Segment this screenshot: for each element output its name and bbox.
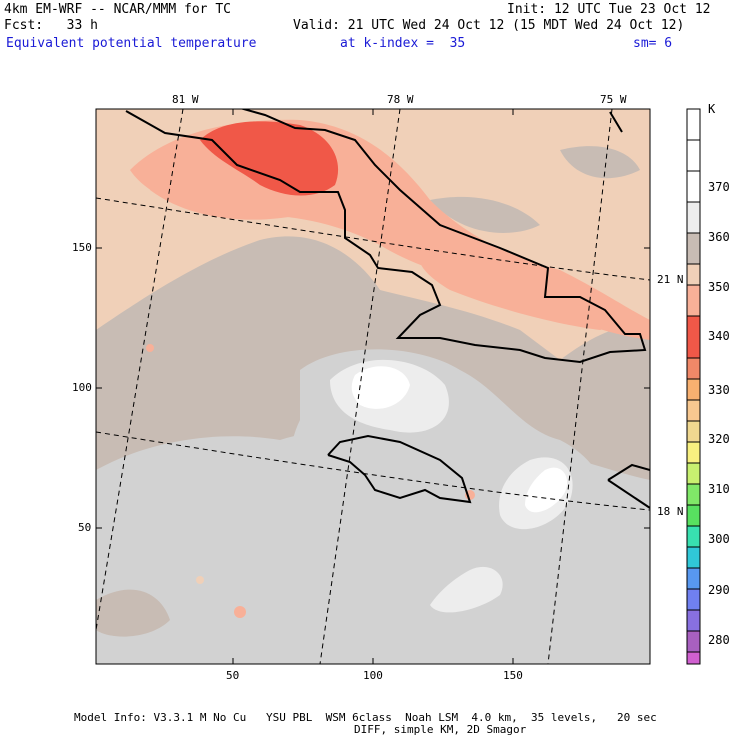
smoothing-info: sm= 6 (633, 36, 673, 51)
colorbar-label: 310 (708, 482, 730, 496)
colorbar-label: 300 (708, 532, 730, 546)
y-tick-label: 50 (78, 521, 92, 534)
x-tick-label: 100 (363, 669, 383, 682)
y-tick-label: 150 (72, 241, 92, 254)
valid-time: Valid: 21 UTC Wed 24 Oct 12 (15 MDT Wed … (293, 18, 685, 33)
y-tick-label: 100 (72, 381, 92, 394)
model-info: Model Info: V3.3.1 M No Cu YSU PBL WSM 6… (74, 711, 657, 724)
level-info: at k-index = 35 (340, 36, 466, 51)
model-title: 4km EM-WRF -- NCAR/MMM for TC (4, 2, 231, 17)
field-name: Equivalent potential temperature (6, 36, 257, 51)
lon-label: 81 W (172, 93, 199, 106)
colorbar-label: 370 (708, 180, 730, 194)
lat-lon-grid (96, 109, 650, 664)
colorbar-label: 360 (708, 230, 730, 244)
colorbar-label: 280 (708, 633, 730, 647)
init-time: Init: 12 UTC Tue 23 Oct 12 (507, 2, 711, 17)
colorbar-label: 320 (708, 432, 730, 446)
lat-label: 18 N (657, 505, 684, 518)
forecast-hour: Fcst: 33 h (4, 18, 98, 33)
axis-ticks (96, 109, 650, 664)
colorbar-label: 350 (708, 280, 730, 294)
colorbar (686, 108, 701, 665)
colorbar-label: 290 (708, 583, 730, 597)
model-info-2: DIFF, simple KM, 2D Smagor (354, 723, 527, 736)
lat-label: 21 N (657, 273, 684, 286)
lon-label: 78 W (387, 93, 414, 106)
coastline (125, 109, 650, 509)
x-tick-label: 50 (226, 669, 240, 682)
colorbar-label: 340 (708, 329, 730, 343)
x-tick-label: 150 (503, 669, 523, 682)
lon-label: 75 W (600, 93, 627, 106)
theta-e-field (96, 109, 650, 664)
colorbar-label: 330 (708, 383, 730, 397)
colorbar-unit: K (708, 102, 716, 116)
